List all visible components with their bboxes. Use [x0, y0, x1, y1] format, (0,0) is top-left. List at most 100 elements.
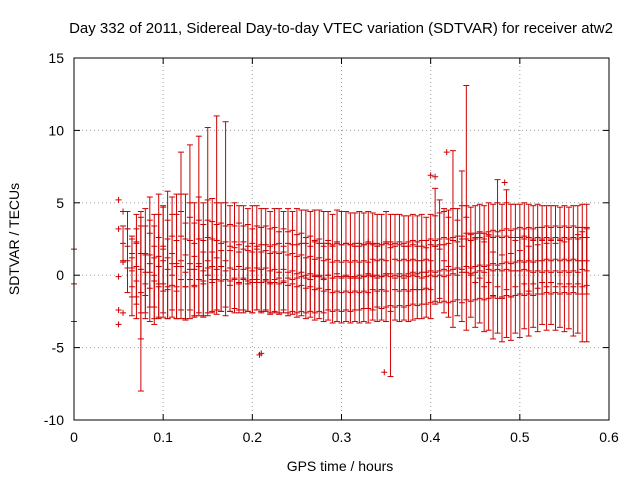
- data-point: [360, 288, 367, 295]
- data-point: [501, 179, 508, 186]
- data-point: [120, 208, 127, 215]
- data-point: [507, 293, 514, 300]
- data-point: [267, 280, 274, 287]
- y-tick-label: -5: [52, 340, 65, 356]
- data-point: [191, 283, 198, 290]
- data-point: [574, 280, 581, 287]
- data-point: [164, 286, 171, 293]
- data-point: [316, 285, 323, 292]
- data-point: [503, 286, 510, 293]
- y-tick-label: 15: [48, 50, 64, 66]
- data-point: [218, 277, 225, 284]
- y-tick-label: 0: [56, 267, 64, 283]
- data-point: [115, 273, 122, 280]
- data-point: [222, 257, 229, 264]
- series-2: [128, 85, 590, 392]
- data-point: [378, 286, 385, 293]
- data-point: [441, 257, 448, 264]
- data-point: [539, 279, 546, 286]
- data-point: [115, 225, 122, 232]
- x-tick-label: 0.2: [243, 429, 263, 445]
- data-point: [458, 243, 465, 250]
- data-point: [320, 288, 327, 295]
- data-point: [427, 286, 434, 293]
- data-point: [151, 277, 158, 284]
- data-point: [530, 280, 537, 287]
- data-point: [173, 288, 180, 295]
- data-point: [583, 282, 590, 289]
- data-point: [387, 308, 394, 315]
- data-point: [249, 279, 256, 286]
- data-point: [351, 288, 358, 295]
- data-point: [369, 286, 376, 293]
- data-point: [396, 288, 403, 295]
- x-tick-label: 0: [70, 429, 78, 445]
- data-point: [556, 280, 563, 287]
- data-point: [276, 280, 283, 287]
- data-point: [454, 264, 461, 271]
- data-point: [115, 321, 122, 328]
- data-point: [293, 283, 300, 290]
- data-point: [494, 283, 501, 290]
- data-point: [160, 280, 167, 287]
- data-point: [347, 289, 354, 296]
- data-point: [231, 275, 238, 282]
- data-point: [227, 277, 234, 284]
- data-point: [490, 292, 497, 299]
- x-tick-label: 0.1: [153, 429, 173, 445]
- x-tick-label: 0.5: [510, 429, 530, 445]
- data-point: [209, 279, 216, 286]
- y-axis-label: SDTVAR / TECUs: [6, 183, 22, 295]
- data-point: [392, 286, 398, 293]
- y-tick-label: 10: [48, 122, 64, 138]
- data-point: [427, 172, 434, 179]
- data-point: [329, 289, 336, 296]
- data-point: [383, 288, 390, 295]
- data-point: [235, 279, 242, 286]
- data-point: [204, 257, 211, 264]
- data-point: [365, 289, 372, 296]
- data-point: [512, 283, 519, 290]
- data-point: [128, 283, 135, 290]
- data-point: [334, 288, 341, 295]
- data-point: [120, 309, 127, 316]
- data-point: [356, 289, 363, 296]
- data-point: [579, 283, 586, 290]
- y-tick-label: 5: [56, 195, 64, 211]
- data-point: [155, 283, 162, 290]
- data-point: [311, 286, 318, 293]
- data-point: [262, 277, 269, 284]
- data-point: [374, 288, 381, 295]
- data-point: [463, 214, 470, 221]
- data-point: [381, 369, 388, 376]
- data-point: [472, 279, 479, 286]
- data-point: [258, 350, 265, 357]
- data-point: [182, 283, 189, 290]
- data-point: [124, 257, 131, 264]
- data-point: [298, 282, 305, 289]
- data-point: [521, 280, 528, 287]
- data-point: [481, 283, 488, 290]
- data-point: [476, 275, 483, 282]
- data-point: [124, 264, 131, 271]
- data-point: [342, 288, 349, 295]
- data-point: [338, 289, 345, 296]
- data-point: [137, 289, 144, 296]
- x-tick-label: 0.4: [421, 429, 441, 445]
- data-point: [200, 280, 207, 287]
- data-point: [146, 285, 153, 292]
- data-point: [186, 266, 193, 273]
- data-point: [258, 279, 265, 286]
- data-point: [115, 306, 122, 313]
- data-point: [432, 243, 439, 250]
- data-point: [436, 246, 443, 253]
- data-point: [240, 276, 247, 283]
- data-point: [485, 279, 492, 286]
- data-point: [307, 283, 314, 290]
- x-tick-label: 0.3: [332, 429, 352, 445]
- data-point: [432, 173, 439, 180]
- data-point: [445, 263, 452, 270]
- data-point: [561, 283, 568, 290]
- data-point: [142, 280, 149, 287]
